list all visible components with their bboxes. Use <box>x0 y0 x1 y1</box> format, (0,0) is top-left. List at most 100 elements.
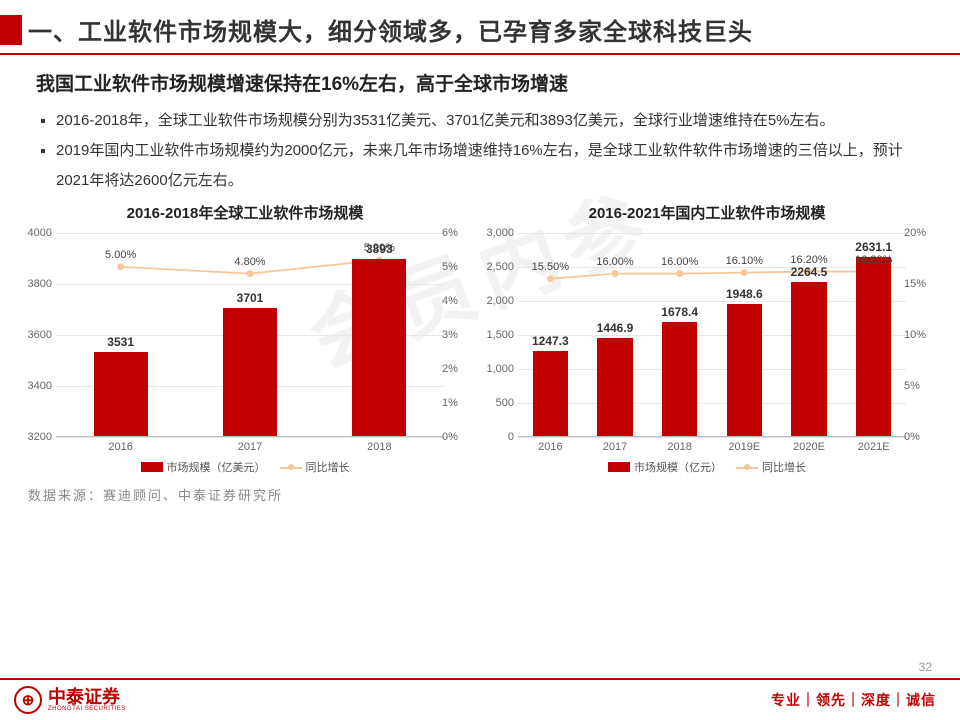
logo-glyph: ⊕ <box>22 691 35 709</box>
y-right-tick: 6% <box>442 227 472 239</box>
y-left-tick: 0 <box>480 431 514 443</box>
bar <box>94 352 148 436</box>
legend-swatch-bar <box>141 462 163 472</box>
y-right-tick: 20% <box>904 227 934 239</box>
legend-bar: 市场规模（亿元） <box>608 459 722 475</box>
x-tick-label: 2018 <box>367 441 391 453</box>
footer-bar: ⊕ 中泰证券 ZHONGTAI SECURITIES 专业｜领先｜深度｜诚信 <box>0 678 960 720</box>
bar-value-label: 2631.1 <box>855 240 892 254</box>
bar-value-label: 2264.5 <box>791 265 828 279</box>
y-right-tick: 5% <box>904 380 934 392</box>
chart-left-title: 2016-2018年全球工业软件市场规模 <box>18 202 472 223</box>
legend-bar: 市场规模（亿美元） <box>141 459 266 475</box>
y-left-tick: 3400 <box>18 380 52 392</box>
logo-icon: ⊕ <box>14 686 42 714</box>
logo-area: ⊕ 中泰证券 ZHONGTAI SECURITIES <box>14 686 126 714</box>
y-right-tick: 1% <box>442 397 472 409</box>
chart-right-legend: 市场规模（亿元） 同比增长 <box>480 459 934 475</box>
y-left-tick: 2,500 <box>480 261 514 273</box>
x-tick-label: 2017 <box>603 441 627 453</box>
bullet-item: 2019年国内工业软件市场规模约为2000亿元，未来几年市场增速维持16%左右，… <box>56 136 916 196</box>
legend-line-label: 同比增长 <box>306 459 350 475</box>
chart-left-plot: 35315.00%37014.80%38935.20% <box>56 233 444 437</box>
logo-company-en: ZHONGTAI SECURITIES <box>48 706 126 712</box>
bar <box>352 259 406 436</box>
line-value-label: 15.50% <box>532 261 569 273</box>
y-left-tick: 3200 <box>18 431 52 443</box>
chart-left: 2016-2018年全球工业软件市场规模 3531 5.00% 3701 4.80% 3… <box>18 202 472 483</box>
x-tick-label: 2016 <box>108 441 132 453</box>
line-value-label: 16.20% <box>855 254 892 266</box>
header-underline <box>0 53 960 55</box>
legend-swatch-line <box>280 462 302 472</box>
gridline <box>518 267 906 268</box>
y-left-tick: 3800 <box>18 278 52 290</box>
bar-value-label: 1678.4 <box>661 305 698 319</box>
bar-value-label: 3531 <box>107 335 134 349</box>
y-right-tick: 0% <box>904 431 934 443</box>
line-value-label: 5.20% <box>364 242 395 254</box>
line-value-label: 5.00% <box>105 249 136 261</box>
y-left-tick: 1,000 <box>480 363 514 375</box>
y-right-tick: 3% <box>442 329 472 341</box>
chart-right-title: 2016-2021年国内工业软件市场规模 <box>480 202 934 223</box>
logo-company-cn: 中泰证券 <box>48 688 126 706</box>
line-value-label: 4.80% <box>234 256 265 268</box>
gridline <box>518 301 906 302</box>
chart-left-box: 35315.00%37014.80%38935.20% 市场规模（亿美元） 同比… <box>18 227 472 483</box>
bar-value-label: 1948.6 <box>726 287 763 301</box>
x-tick-label: 2019E <box>728 441 760 453</box>
bar <box>597 338 633 436</box>
bar <box>856 257 892 436</box>
y-right-tick: 5% <box>442 261 472 273</box>
gridline <box>56 437 444 438</box>
line-value-label: 16.10% <box>726 255 763 267</box>
bar-value-label: 1446.9 <box>597 321 634 335</box>
x-tick-label: 2020E <box>793 441 825 453</box>
legend-swatch-line <box>736 462 758 472</box>
header-bar: 一、工业软件市场规模大，细分领域多，已孕育多家全球科技巨头 <box>0 0 960 51</box>
line-value-label: 16.00% <box>661 256 698 268</box>
gridline <box>518 437 906 438</box>
bar <box>223 308 277 436</box>
charts-row: 2016-2018年全球工业软件市场规模 3531 5.00% 3701 4.80% 3… <box>0 202 960 483</box>
line-value-label: 16.20% <box>790 254 827 266</box>
legend-swatch-bar <box>608 462 630 472</box>
bar-value-label: 1247.3 <box>532 334 569 348</box>
y-right-tick: 4% <box>442 295 472 307</box>
gridline <box>518 403 906 404</box>
chart-left-legend: 市场规模（亿美元） 同比增长 <box>18 459 472 475</box>
y-left-tick: 4000 <box>18 227 52 239</box>
chart-right-box: 1247.3 15.50% 1446.9 16.00% 1678.4 16.00% 1948… <box>480 227 934 483</box>
gridline <box>518 233 906 234</box>
y-left-tick: 3600 <box>18 329 52 341</box>
legend-bar-label: 市场规模（亿元） <box>634 459 722 475</box>
bar <box>662 322 698 436</box>
bullet-list: 2016-2018年，全球工业软件市场规模分别为3531亿美元、3701亿美元和… <box>0 106 960 202</box>
y-left-tick: 500 <box>480 397 514 409</box>
bar-value-label: 3701 <box>237 291 264 305</box>
y-right-tick: 2% <box>442 363 472 375</box>
footer-tagline: 专业｜领先｜深度｜诚信 <box>771 690 936 710</box>
page-number: 32 <box>919 660 932 674</box>
gridline <box>518 369 906 370</box>
bullet-item: 2016-2018年，全球工业软件市场规模分别为3531亿美元、3701亿美元和… <box>56 106 916 136</box>
legend-line: 同比增长 <box>280 459 350 475</box>
chart-right-plot: 1247.3 15.50% 1446.9 16.00% 1678.4 16.00% 1948… <box>518 233 906 437</box>
page-subtitle: 我国工业软件市场规模增速保持在16%左右，高于全球市场增速 <box>0 69 960 106</box>
header-accent-block <box>0 15 22 45</box>
y-left-tick: 1,500 <box>480 329 514 341</box>
y-right-tick: 0% <box>442 431 472 443</box>
x-tick-label: 2016 <box>538 441 562 453</box>
legend-line-label: 同比增长 <box>762 459 806 475</box>
data-source: 数据来源：赛迪顾问、中泰证券研究所 <box>0 483 960 504</box>
bar <box>791 282 827 436</box>
y-left-tick: 2,000 <box>480 295 514 307</box>
gridline <box>56 233 444 234</box>
line-value-label: 16.00% <box>596 256 633 268</box>
x-tick-label: 2018 <box>667 441 691 453</box>
bar <box>727 304 763 437</box>
x-tick-label: 2021E <box>858 441 890 453</box>
page-header-title: 一、工业软件市场规模大，细分领域多，已孕育多家全球科技巨头 <box>28 12 753 47</box>
legend-line: 同比增长 <box>736 459 806 475</box>
